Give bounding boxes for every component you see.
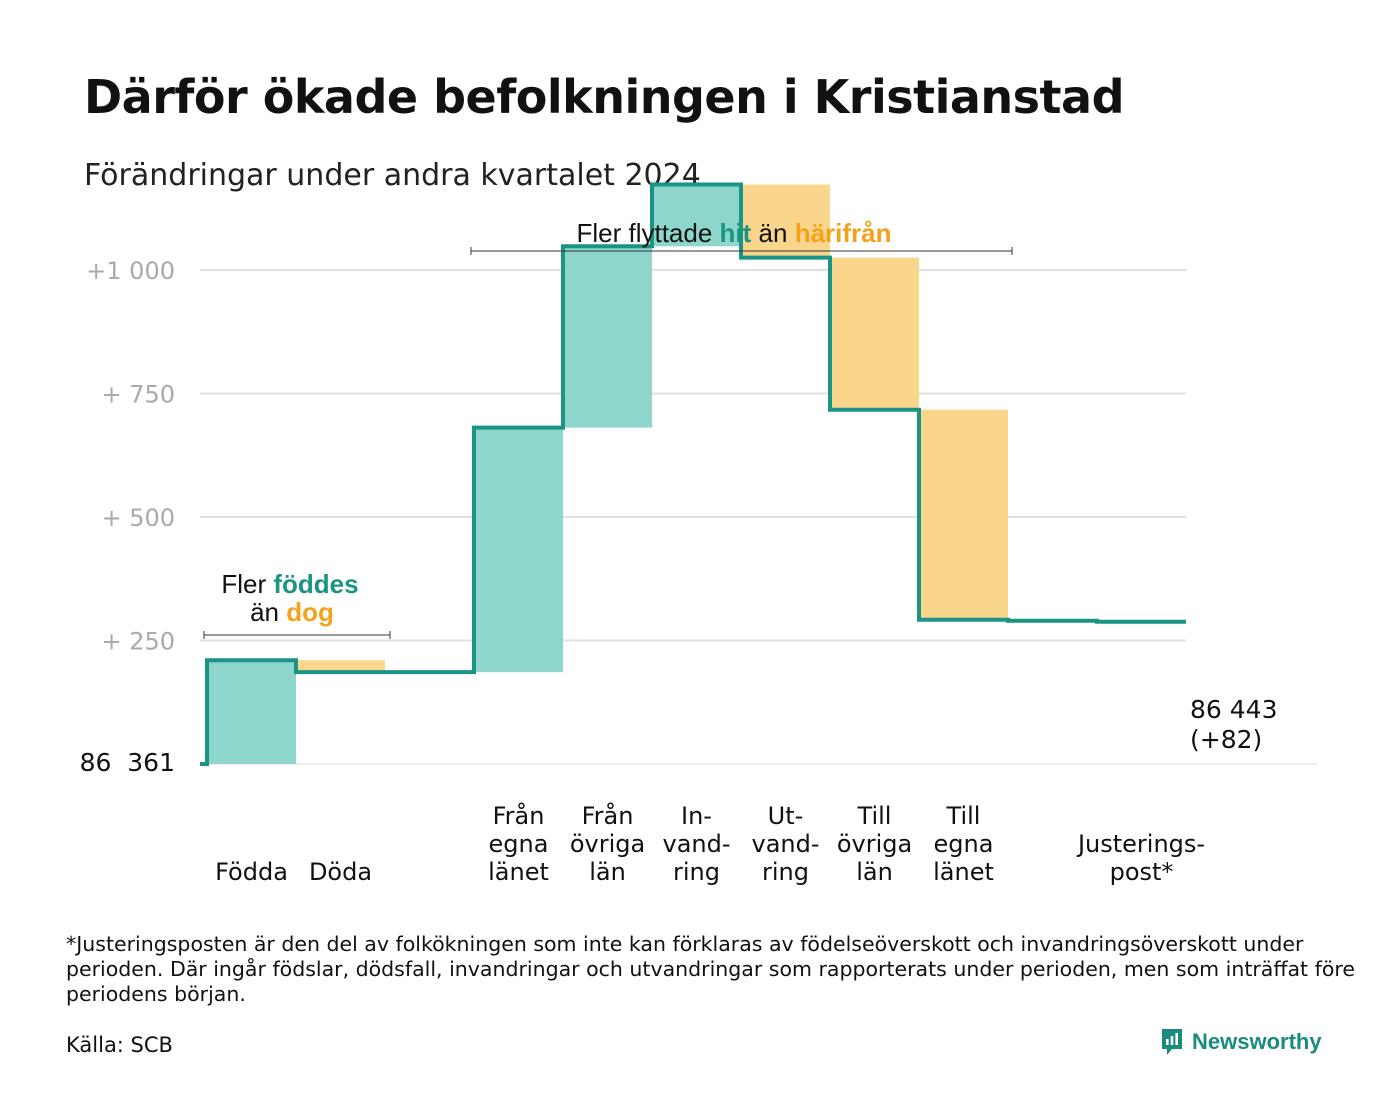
x-tick-label: Döda bbox=[309, 858, 372, 886]
waterfall-chart: + 250+ 500+ 750+1 000 Födda DödaFrånegnal… bbox=[80, 182, 1318, 886]
migration-annotation-highlight-out: härifrån bbox=[795, 218, 892, 248]
brand-logo: Newsworthy bbox=[1160, 1027, 1322, 1057]
x-tick-label: Till bbox=[857, 802, 892, 830]
migration-annotation-highlight-in: hit bbox=[720, 218, 752, 248]
newsworthy-logo-icon bbox=[1162, 1029, 1182, 1055]
migration-annotation-middle: än bbox=[751, 218, 794, 248]
x-tick-label: ring bbox=[762, 858, 809, 886]
x-tick-label: Till bbox=[946, 802, 981, 830]
start-value-label: 86 361 bbox=[80, 748, 175, 777]
end-change-label: (+82) bbox=[1190, 725, 1262, 754]
y-tick-label: + 250 bbox=[101, 628, 175, 656]
bars bbox=[207, 184, 1008, 764]
y-tick-label: + 500 bbox=[101, 504, 175, 532]
x-tick-label: ring bbox=[673, 858, 720, 886]
bar bbox=[919, 409, 1008, 620]
x-tick-label: län bbox=[856, 858, 893, 886]
x-tick-label: länet bbox=[488, 858, 549, 886]
x-tick-label: vand- bbox=[662, 830, 730, 858]
migration-annotation: Fler flyttade hit än härifrån bbox=[470, 218, 1013, 255]
running-total-line bbox=[200, 182, 1186, 766]
chart-title: Därför ökade befolkningen i Kristianstad bbox=[84, 70, 1125, 124]
svg-text:än dog: än dog bbox=[250, 597, 334, 627]
bar bbox=[474, 427, 563, 673]
x-tick-label: län bbox=[589, 858, 626, 886]
x-tick-label: vand- bbox=[751, 830, 819, 858]
deaths-annotation-highlight: dog bbox=[286, 597, 334, 627]
svg-text:Fler föddes: Fler föddes bbox=[221, 569, 358, 599]
bar bbox=[296, 660, 385, 673]
x-tick-label: Justerings- bbox=[1076, 830, 1205, 858]
x-tick-label: övriga bbox=[837, 830, 912, 858]
x-tick-label: länet bbox=[933, 858, 994, 886]
births-annotation-prefix: Fler bbox=[221, 569, 273, 599]
x-tick-label: post* bbox=[1110, 858, 1174, 886]
deaths-annotation-prefix: än bbox=[250, 597, 286, 627]
chart-subtitle: Förändringar under andra kvartalet 2024 bbox=[84, 158, 701, 193]
end-value-label: 86 443 bbox=[1190, 695, 1277, 724]
svg-text:Fler flyttade hit än härifrån: Fler flyttade hit än härifrån bbox=[576, 218, 891, 248]
y-tick-label: + 750 bbox=[101, 381, 175, 409]
bar bbox=[830, 257, 919, 410]
x-tick-label: övriga bbox=[570, 830, 645, 858]
x-tick-label: In- bbox=[681, 802, 712, 830]
x-tick-label: egna bbox=[489, 830, 549, 858]
gridlines bbox=[200, 269, 1318, 765]
bar bbox=[741, 184, 830, 258]
x-tick-label: Ut- bbox=[768, 802, 804, 830]
migration-annotation-prefix: Fler flyttade bbox=[576, 218, 719, 248]
births-annotation: Fler föddes än dog bbox=[203, 569, 391, 639]
bar bbox=[563, 246, 652, 428]
brand-name: Newsworthy bbox=[1192, 1029, 1322, 1054]
source-label: Källa: SCB bbox=[66, 1033, 173, 1057]
bar bbox=[207, 660, 296, 764]
x-tick-label: egna bbox=[934, 830, 994, 858]
y-axis-ticks: + 250 + 500 + 750 +1 000 bbox=[86, 257, 175, 656]
bar bbox=[652, 184, 741, 247]
y-tick-label: +1 000 bbox=[86, 257, 175, 285]
x-tick-label: Födda bbox=[215, 858, 288, 886]
births-annotation-highlight: föddes bbox=[273, 569, 358, 599]
x-tick-label: Från bbox=[493, 801, 545, 830]
footnote: *Justeringsposten är den del av folkökni… bbox=[66, 932, 1355, 1006]
x-tick-label: Från bbox=[582, 801, 634, 830]
x-axis-labels: Födda DödaFrånegnalänetFrånövrigalänIn-va… bbox=[215, 801, 1205, 886]
